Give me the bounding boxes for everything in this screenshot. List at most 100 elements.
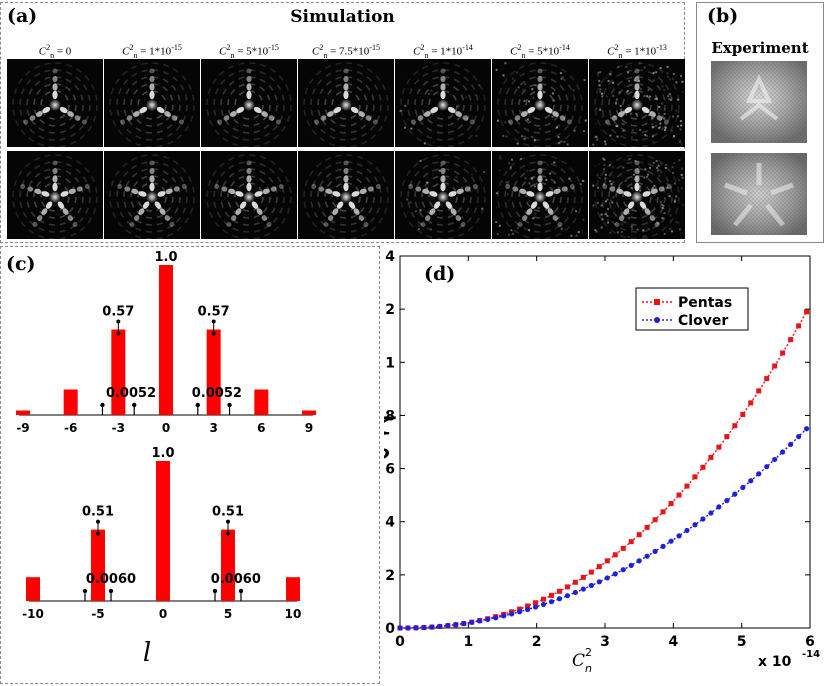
pentas-pattern-tile xyxy=(7,151,103,239)
data-point-pentas xyxy=(684,483,690,489)
data-point-pentas xyxy=(716,444,722,450)
data-point-clover xyxy=(660,543,666,549)
data-point-pentas xyxy=(556,588,562,594)
pentas-pattern-tile xyxy=(589,151,685,239)
y-tick-label: 1.4 xyxy=(384,249,395,265)
cn-value: = 7.5*10 xyxy=(327,45,370,58)
y-tick-label: 1.2 xyxy=(384,302,395,318)
cn-sup: 2 xyxy=(517,43,522,52)
error-marker xyxy=(211,319,216,324)
data-point-clover xyxy=(692,522,698,528)
experiment-title: Experiment xyxy=(711,39,809,57)
data-point-clover xyxy=(493,615,499,621)
y-tick-label: 0 xyxy=(385,621,395,637)
data-point-clover xyxy=(788,441,794,448)
data-point-clover xyxy=(700,516,706,522)
cn-sup: 2 xyxy=(614,43,619,52)
data-point-clover xyxy=(509,611,515,617)
series-line-clover xyxy=(399,428,808,629)
cn2-label: C2n = 5*10-14 xyxy=(492,43,588,60)
tick-label: 9 xyxy=(305,421,313,435)
cn-value: = 1*10 xyxy=(428,45,463,58)
cn-base: C xyxy=(413,45,421,58)
data-point-clover xyxy=(540,601,547,608)
x-tick-label: 2 xyxy=(532,634,542,650)
stem-marker xyxy=(82,588,88,594)
cn-sub: n xyxy=(50,50,55,60)
cn-sup: 2 xyxy=(319,43,324,52)
x-tick-label: 0 xyxy=(395,634,405,650)
spectrum-bar xyxy=(16,410,30,415)
data-point-pentas xyxy=(764,376,770,382)
small-value-label: 0.0052 xyxy=(106,386,156,401)
y-tick-label: 0.8 xyxy=(384,408,395,424)
data-point-clover xyxy=(708,510,714,516)
data-point-clover xyxy=(564,593,571,599)
data-point-pentas xyxy=(620,545,626,551)
data-point-pentas xyxy=(588,569,594,575)
tick-label: 0 xyxy=(162,421,170,435)
data-point-pentas xyxy=(772,363,778,369)
spectrum-bar xyxy=(63,389,78,415)
cn-exp: -14 xyxy=(559,43,570,52)
data-point-clover xyxy=(548,599,555,605)
cn-value: = 5*10 xyxy=(525,45,560,58)
data-point-clover xyxy=(596,579,602,585)
error-marker xyxy=(226,519,230,524)
data-point-pentas xyxy=(692,474,698,480)
data-point-pentas xyxy=(676,492,682,498)
data-point-clover xyxy=(716,504,722,510)
data-point-clover xyxy=(724,498,730,504)
tick-label: -9 xyxy=(16,421,29,435)
small-value-label: 0.0052 xyxy=(192,386,242,401)
bar-value-label: 0.51 xyxy=(212,505,244,520)
cn-base: C xyxy=(219,45,227,58)
data-point-clover xyxy=(652,548,658,554)
pentas-pattern-tile xyxy=(298,151,394,239)
data-point-pentas xyxy=(644,524,650,530)
tick-label: 0 xyxy=(159,607,167,621)
x-axis-label-sub: n xyxy=(585,662,592,675)
data-point-pentas xyxy=(541,596,546,602)
bar-value-label: 0.57 xyxy=(198,305,230,320)
x-axis-label-sup: 2 xyxy=(585,646,592,659)
error-marker xyxy=(116,331,121,336)
data-point-pentas xyxy=(788,337,794,343)
panel-d-label: (d) xyxy=(424,263,455,285)
y-tick-label: 0.4 xyxy=(384,515,395,531)
data-point-clover xyxy=(740,484,746,491)
error-marker xyxy=(211,331,216,336)
data-point-pentas xyxy=(804,309,810,315)
tick-label: -6 xyxy=(64,421,77,435)
y-tick-label: 0.2 xyxy=(384,568,395,584)
spectrum-bar xyxy=(159,265,173,415)
trefoil-pattern-tile xyxy=(395,59,491,147)
data-point-clover xyxy=(524,606,531,613)
simulation-title: Simulation xyxy=(290,7,395,27)
y-tick-label: 0.6 xyxy=(384,462,395,478)
cn2-label: C2n = 0 xyxy=(7,43,103,60)
cn-sub: n xyxy=(521,50,526,60)
cn-base: C xyxy=(38,45,47,58)
cn-exp: -14 xyxy=(462,43,473,52)
spectrum-bar xyxy=(111,329,126,415)
cn-sub: n xyxy=(323,50,328,60)
data-point-pentas xyxy=(660,509,666,515)
spectrum-bar xyxy=(156,461,170,601)
data-point-pentas xyxy=(740,411,746,417)
data-point-pentas xyxy=(796,323,802,329)
data-point-clover xyxy=(572,589,578,596)
data-point-pentas xyxy=(668,501,674,507)
spectrum-bar xyxy=(91,529,105,601)
pentas-pattern-tile xyxy=(201,151,297,239)
panel-c-label: (c) xyxy=(6,253,36,275)
panel-c-oam-spectrum: (c) 0.57 1.0 0.57 0.0052 0.0052 -9 -6 -3 0 3 6 9 0.5… xyxy=(0,246,380,684)
data-point-clover xyxy=(405,625,411,631)
data-point-clover xyxy=(580,586,586,592)
bar-value-label: 0.57 xyxy=(102,305,134,320)
data-point-clover xyxy=(445,622,451,629)
stem-marker xyxy=(238,588,244,594)
stem-marker xyxy=(227,402,232,408)
bar-value-label: 1.0 xyxy=(151,446,174,461)
x-axis-label: l xyxy=(143,638,151,668)
